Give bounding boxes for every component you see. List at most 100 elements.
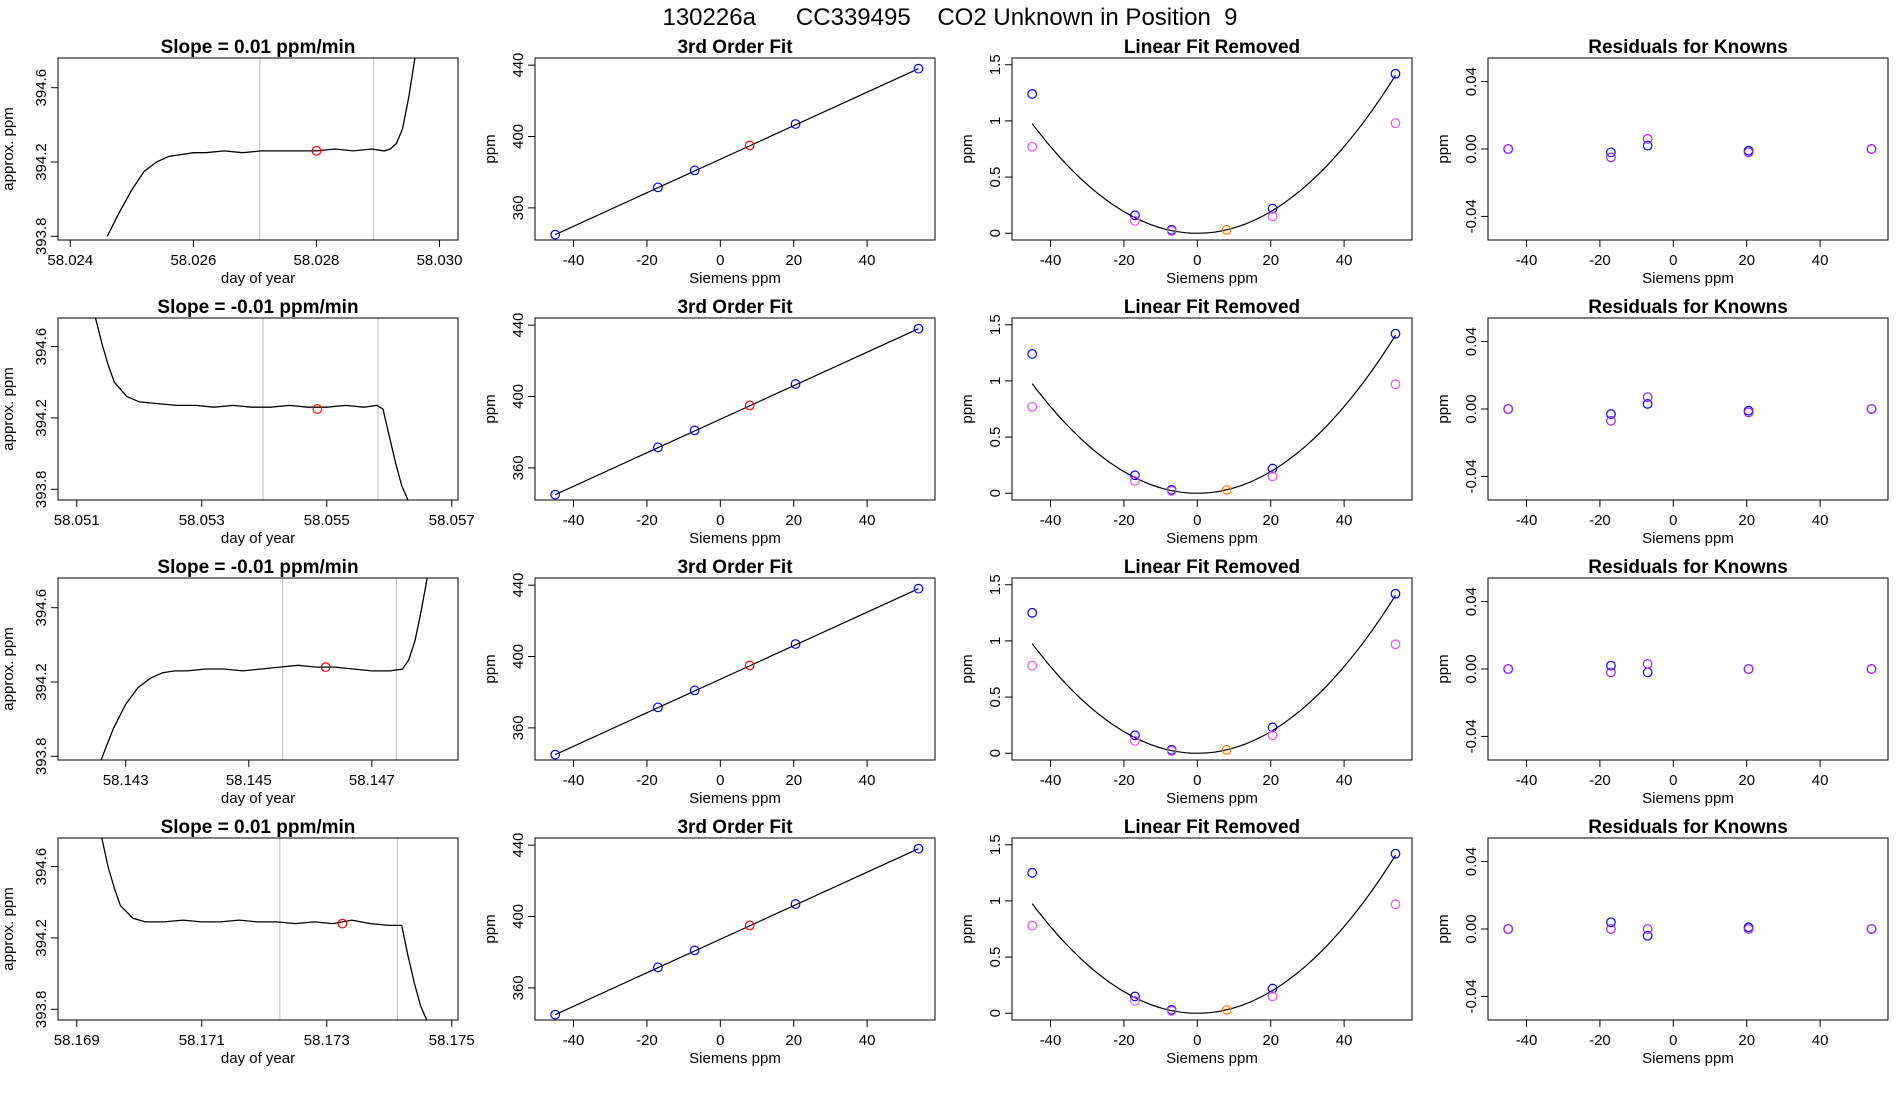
series-line xyxy=(101,838,428,1020)
chart-panel-4-1: Slope = 0.01 ppm/min 58.169 58.171 58.173 58… xyxy=(0,817,475,1067)
y-axis-label: approx. ppm xyxy=(0,887,17,970)
x-tick-label: 40 xyxy=(1812,252,1829,269)
plot-frame xyxy=(1011,577,1413,761)
x-axis-label: Siemens ppm xyxy=(1642,790,1734,807)
data-point xyxy=(1390,68,1401,79)
x-tick-label: 40 xyxy=(859,252,876,269)
data-point xyxy=(1027,349,1038,359)
data-point xyxy=(653,702,663,713)
chart-panel-3-3: Linear Fit Removed -40 -20 0 20 40 Siemens ppm… xyxy=(959,557,1413,807)
y-tick-label: -0.04 xyxy=(1463,979,1480,1013)
chart-panel-2-2: 3rd Order Fit -40 -20 0 20 40 Siemens ppm 360 40… xyxy=(482,297,936,547)
x-axis-label: day of year xyxy=(221,790,295,807)
y-axis-label: approx. ppm xyxy=(0,367,17,450)
x-tick-label: 0 xyxy=(1193,1032,1201,1049)
y-axis-label: approx. ppm xyxy=(0,107,17,190)
data-point xyxy=(913,843,924,854)
chart-title: Slope = 0.01 ppm/min xyxy=(161,817,356,838)
y-tick-label: 394.6 xyxy=(33,69,50,107)
x-axis-label: Siemens ppm xyxy=(1166,1050,1258,1067)
data-point xyxy=(1606,924,1616,934)
series-line xyxy=(94,318,409,500)
x-tick-label: 0 xyxy=(1193,512,1201,529)
plot-area xyxy=(1027,328,1401,496)
y-tick-label: 0.00 xyxy=(1463,134,1480,163)
data-point xyxy=(744,660,755,671)
x-tick-label: 58.026 xyxy=(170,252,216,269)
y-tick-label: 0.04 xyxy=(1463,847,1480,876)
data-point xyxy=(1743,407,1754,418)
data-point xyxy=(1267,722,1278,733)
y-tick-label: 0.00 xyxy=(1463,914,1480,943)
x-tick-label: -40 xyxy=(1040,1032,1062,1049)
x-tick-label: 0 xyxy=(716,1032,724,1049)
x-tick-label: 40 xyxy=(1812,1032,1829,1049)
unknown-marker xyxy=(311,145,322,156)
y-tick-label: 1 xyxy=(987,637,1004,645)
data-point xyxy=(550,229,561,240)
x-tick-label: 20 xyxy=(1262,1032,1279,1049)
y-tick-label: 0.04 xyxy=(1463,587,1480,616)
y-tick-label: 440 xyxy=(510,313,527,338)
y-tick-label: 0.04 xyxy=(1463,327,1480,356)
y-tick-label: 440 xyxy=(510,53,527,78)
data-point xyxy=(1130,736,1140,746)
data-point xyxy=(1267,211,1278,222)
plot-area xyxy=(550,63,924,240)
fit-line xyxy=(554,68,919,236)
x-axis-label: Siemens ppm xyxy=(1166,790,1258,807)
y-tick-label: 1 xyxy=(987,117,1004,125)
chart-panel-4-2: 3rd Order Fit -40 -20 0 20 40 Siemens ppm 360 40… xyxy=(482,817,936,1067)
x-tick-label: -40 xyxy=(1040,252,1062,269)
x-tick-label: 20 xyxy=(1738,512,1755,529)
y-tick-label: 393.8 xyxy=(33,991,50,1029)
data-point xyxy=(1866,664,1877,674)
fit-line xyxy=(554,588,919,756)
data-point xyxy=(1130,991,1140,1002)
x-tick-label: 58.053 xyxy=(179,512,225,529)
x-axis-label: day of year xyxy=(221,270,295,287)
chart-panel-4-4: Residuals for Knowns -40 -20 0 20 40 Siemens p… xyxy=(1435,817,1889,1067)
x-tick-label: -20 xyxy=(1589,252,1611,269)
plot-frame xyxy=(1011,837,1413,1021)
y-tick-label: 1 xyxy=(987,377,1004,385)
x-tick-label: 20 xyxy=(1738,1032,1755,1049)
data-point xyxy=(550,749,561,760)
chart-title: 3rd Order Fit xyxy=(677,817,793,838)
data-point xyxy=(790,639,801,649)
y-tick-label: -0.04 xyxy=(1463,199,1480,233)
x-tick-label: 40 xyxy=(1336,252,1353,269)
y-axis-label: ppm xyxy=(1435,134,1452,163)
x-tick-label: 40 xyxy=(859,512,876,529)
data-point xyxy=(1221,1004,1232,1015)
y-tick-label: -0.04 xyxy=(1463,719,1480,753)
x-tick-label: -20 xyxy=(1113,252,1135,269)
y-tick-label: 360 xyxy=(510,195,527,220)
data-point xyxy=(1027,867,1038,878)
y-tick-label: 0.04 xyxy=(1463,67,1480,96)
x-tick-label: -20 xyxy=(1113,772,1135,789)
x-tick-label: -40 xyxy=(563,1032,585,1049)
data-point xyxy=(1027,920,1038,931)
x-tick-label: 0 xyxy=(1193,772,1201,789)
x-tick-label: -20 xyxy=(1589,772,1611,789)
x-tick-label: -20 xyxy=(636,252,658,269)
data-point xyxy=(1606,409,1616,419)
chart-panel-3-4: Residuals for Knowns -40 -20 0 20 40 Siemens p… xyxy=(1435,557,1889,807)
data-point xyxy=(1642,924,1653,934)
data-point xyxy=(1743,147,1754,158)
data-point xyxy=(1166,226,1177,236)
x-tick-label: 0 xyxy=(1669,1032,1677,1049)
x-axis-label: Siemens ppm xyxy=(1642,530,1734,547)
y-tick-label: 394.6 xyxy=(33,589,50,627)
y-tick-label: 400 xyxy=(510,384,527,409)
y-axis-label: ppm xyxy=(959,394,976,423)
x-tick-label: 0 xyxy=(1193,252,1201,269)
chart-title: 3rd Order Fit xyxy=(677,557,793,578)
data-point xyxy=(1390,848,1401,859)
series-line xyxy=(100,578,428,760)
data-point xyxy=(1642,140,1653,151)
y-tick-label: 0.5 xyxy=(987,687,1004,708)
plot-frame xyxy=(1011,317,1413,501)
data-point xyxy=(1027,401,1038,412)
